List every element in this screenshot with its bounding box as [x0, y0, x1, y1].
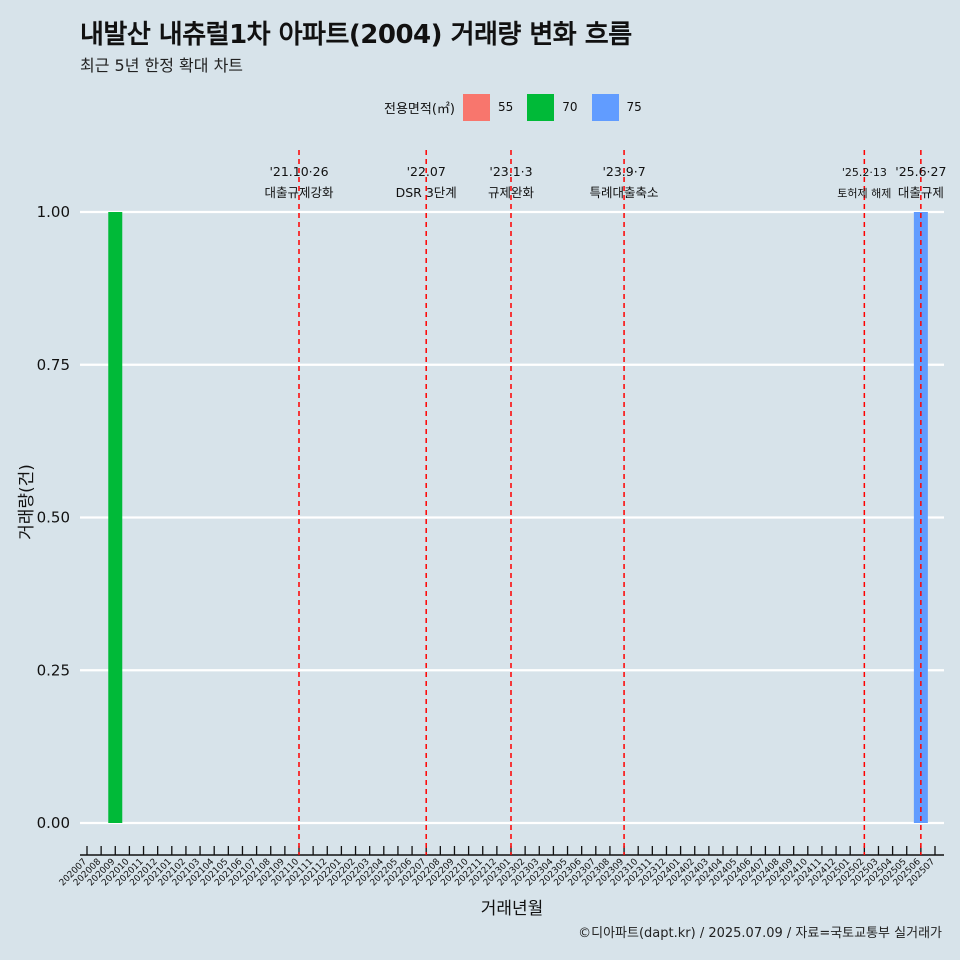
event-label: 토허제 해제 [837, 186, 891, 200]
y-tick-label: 1.00 [37, 203, 70, 221]
bar-70-202009 [108, 212, 123, 823]
source-caption: ©디아파트(dapt.kr) / 2025.07.09 / 자료=국토교통부 실… [578, 926, 942, 941]
event-date: '21.10·26 [269, 164, 328, 179]
event-label: DSR 3단계 [396, 185, 457, 200]
y-tick-label: 0.75 [37, 356, 70, 374]
event-date: '22.07 [407, 164, 446, 179]
y-tick-label: 0.00 [37, 814, 70, 832]
legend-swatch-75 [591, 93, 619, 121]
event-date: '23.1·3 [489, 164, 532, 179]
x-axis-title: 거래년월 [481, 899, 544, 919]
legend-swatch-70 [527, 93, 555, 121]
event-date: '23.9·7 [602, 164, 645, 179]
legend-item-55: 55 [462, 93, 514, 121]
y-axis-title: 거래량(건) [17, 464, 37, 540]
y-tick-label: 0.25 [37, 661, 70, 679]
bar-75-202506 [913, 212, 928, 823]
event-date: '25.2·13 [842, 166, 887, 179]
chart-subtitle: 최근 5년 한정 확대 차트 [80, 56, 244, 75]
legend-label-55: 55 [497, 100, 514, 114]
legend-swatch-55 [462, 93, 490, 121]
event-label: 특례대출축소 [590, 185, 659, 200]
event-label: 대출규제 [898, 185, 944, 200]
legend-item-75: 75 [591, 93, 642, 121]
legend-title: 전용면적(㎡) [384, 101, 455, 117]
event-label: 대출규제강화 [264, 185, 334, 200]
event-label: 규제완화 [488, 185, 535, 200]
legend-item-70: 70 [527, 93, 578, 121]
legend-label-75: 75 [626, 100, 642, 114]
legend: 전용면적(㎡) 55 70 75 [384, 92, 656, 122]
y-tick-label: 0.50 [37, 509, 70, 527]
legend-label-70: 70 [562, 100, 578, 114]
event-date: '25.6·27 [895, 164, 946, 179]
chart-title: 내발산 내츄럴1차 아파트(2004) 거래량 변화 흐름 [80, 20, 632, 50]
